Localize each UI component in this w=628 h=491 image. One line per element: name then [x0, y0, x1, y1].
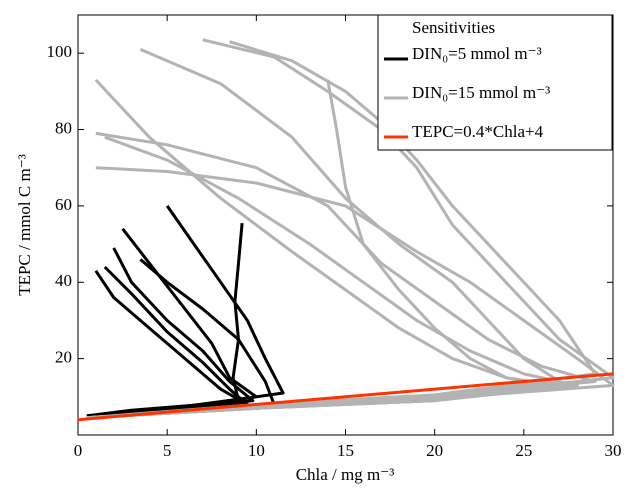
- x-tick-label: 15: [337, 441, 354, 460]
- y-tick-label: 40: [55, 271, 72, 290]
- x-tick-label: 0: [74, 441, 83, 460]
- y-tick-label: 80: [55, 118, 72, 137]
- curve: [86, 205, 285, 418]
- x-tick-label: 5: [163, 441, 172, 460]
- x-tick-label: 30: [605, 441, 622, 460]
- y-tick-label: 20: [55, 348, 72, 367]
- x-axis-label: Chla / mg m⁻³: [296, 465, 395, 484]
- curve: [86, 166, 615, 420]
- curve: [86, 40, 597, 420]
- legend-label: DIN₀=5 mmol m⁻³: [412, 44, 542, 63]
- y-tick-label: 60: [55, 195, 72, 214]
- curve: [77, 372, 614, 422]
- legend-label: TEPC=0.4*Chla+4: [412, 122, 544, 141]
- legend-box: [377, 14, 613, 151]
- x-tick-label: 20: [426, 441, 443, 460]
- curve: [86, 135, 579, 420]
- y-tick-label: 100: [47, 42, 73, 61]
- legend-label: DIN₀=15 mmol m⁻³: [412, 83, 550, 102]
- x-tick-label: 25: [515, 441, 532, 460]
- curve: [86, 38, 615, 420]
- y-axis-label: TEPC / mmol C m⁻³: [15, 154, 34, 296]
- legend-title: Sensitivities: [412, 18, 495, 37]
- x-tick-label: 10: [248, 441, 265, 460]
